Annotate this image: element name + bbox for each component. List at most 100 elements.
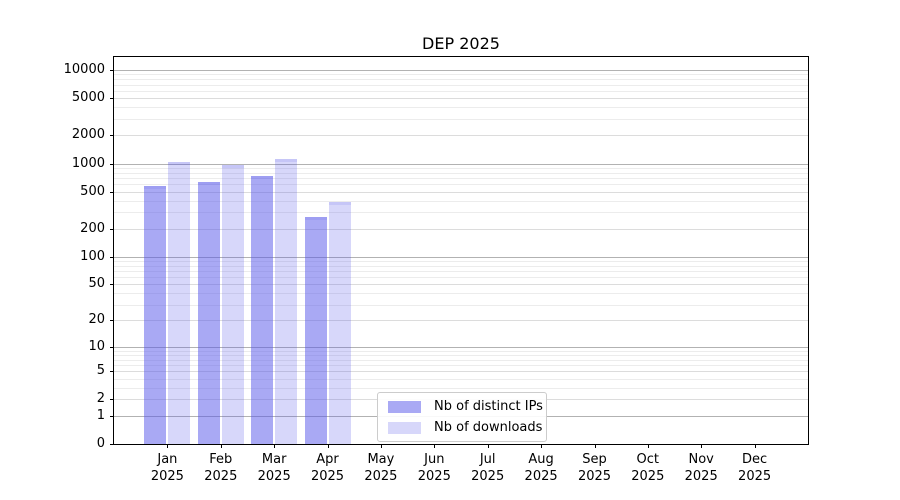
gridline-y-500 (114, 191, 808, 193)
gridline-minor-y-9000 (114, 74, 808, 76)
gridline-minor-y-8 (114, 354, 808, 356)
gridline-minor-y-70 (114, 270, 808, 272)
y-tick-label-5: 5 (96, 363, 105, 379)
x-tick-label-aug: Aug 2025 (501, 451, 581, 485)
y-tick-mark-200 (110, 228, 114, 230)
y-tick-label-5000: 5000 (71, 90, 105, 106)
gridline-minor-y-90 (114, 260, 808, 262)
legend-swatch-distinct-ips (388, 400, 421, 413)
legend-swatch-downloads (388, 421, 421, 434)
gridline-minor-y-600 (114, 184, 808, 186)
y-tick-mark-20 (110, 320, 114, 322)
x-tick-year: 2025 (631, 469, 665, 484)
legend-label-distinct-ips: Nb of distinct IPs (434, 399, 543, 414)
gridline-y-5000 (114, 98, 808, 100)
y-tick-label-1: 1 (96, 407, 105, 423)
gridline-minor-y-4000 (114, 107, 808, 109)
gridline-minor-y-60 (114, 277, 808, 279)
gridline-minor-y-80 (114, 265, 808, 267)
gridline-minor-y-7000 (114, 84, 808, 86)
x-tick-mark-jan (167, 444, 169, 448)
x-tick-year: 2025 (524, 469, 558, 484)
y-tick-mark-1000 (110, 163, 114, 165)
y-tick-label-0: 0 (96, 436, 105, 451)
legend-entry-distinct-ips: Nb of distinct IPs (388, 399, 543, 414)
bar-apr-downloads (328, 202, 351, 444)
gridline-y-10000 (114, 70, 808, 71)
x-tick-month: Jul (479, 452, 496, 467)
gridline-minor-y-400 (114, 200, 808, 202)
y-tick-mark-50 (110, 284, 114, 286)
gridline-minor-y-30 (114, 304, 808, 306)
y-tick-label-2: 2 (96, 391, 105, 407)
x-tick-year: 2025 (417, 469, 451, 484)
x-tick-mark-oct (647, 444, 649, 448)
bar-mar-distinct-ips (251, 175, 274, 444)
gridline-y-200 (114, 228, 808, 230)
x-tick-mark-feb (220, 444, 222, 448)
x-tick-mark-dec (754, 444, 756, 448)
x-tick-mark-apr (327, 444, 329, 448)
gridline-minor-y-3 (114, 387, 808, 389)
gridline-y-1000 (114, 163, 808, 165)
x-tick-label-may: May 2025 (341, 451, 421, 485)
legend: Nb of distinct IPs Nb of downloads (377, 392, 547, 442)
gridline-y-2000 (114, 135, 808, 137)
bar-mar-downloads (275, 158, 298, 444)
x-tick-month: Apr (316, 452, 339, 467)
y-tick-mark-100 (110, 256, 114, 258)
x-tick-year: 2025 (204, 469, 238, 484)
x-tick-mark-may (380, 444, 382, 448)
gridline-minor-y-9 (114, 350, 808, 352)
x-tick-mark-aug (541, 444, 543, 448)
y-tick-label-500: 500 (80, 183, 105, 199)
gridline-minor-y-800 (114, 172, 808, 174)
gridlines-layer (114, 57, 808, 444)
y-tick-mark-2 (110, 399, 114, 401)
y-tick-label-10: 10 (88, 338, 105, 354)
x-tick-month: Dec (742, 452, 768, 467)
gridline-minor-y-4 (114, 378, 808, 380)
bar-feb-distinct-ips (197, 181, 220, 444)
y-tick-label-200: 200 (80, 220, 105, 236)
bar-jan-distinct-ips (144, 185, 167, 444)
plot-area: Nb of distinct IPs Nb of downloads (113, 56, 809, 445)
y-tick-label-2000: 2000 (71, 127, 105, 143)
x-tick-label-nov: Nov 2025 (661, 451, 741, 485)
x-tick-label-jan: Jan 2025 (127, 451, 207, 485)
y-tick-label-20: 20 (88, 312, 105, 328)
y-tick-mark-5 (110, 371, 114, 373)
x-tick-month: Jan (157, 452, 178, 467)
x-tick-month: Nov (688, 452, 714, 467)
x-tick-month: Jun (424, 452, 445, 467)
y-tick-mark-500 (110, 191, 114, 193)
x-tick-year: 2025 (684, 469, 718, 484)
x-tick-year: 2025 (150, 469, 184, 484)
bar-feb-downloads (221, 165, 244, 444)
y-tick-mark-2000 (110, 135, 114, 137)
y-tick-label-10000: 10000 (63, 62, 105, 77)
x-tick-mark-jun (434, 444, 436, 448)
legend-label-downloads: Nb of downloads (434, 420, 543, 435)
gridline-minor-y-7 (114, 359, 808, 361)
x-tick-mark-mar (274, 444, 276, 448)
x-tick-mark-nov (701, 444, 703, 448)
x-tick-month: Sep (582, 452, 607, 467)
y-tick-mark-1 (110, 415, 114, 417)
x-tick-month: May (367, 452, 395, 467)
y-tick-label-1000: 1000 (71, 155, 105, 171)
y-tick-label-50: 50 (88, 276, 105, 292)
x-tick-mark-jul (487, 444, 489, 448)
y-tick-mark-0 (110, 444, 114, 445)
x-tick-year: 2025 (364, 469, 398, 484)
x-tick-label-oct: Oct 2025 (608, 451, 688, 485)
x-tick-mark-sep (594, 444, 596, 448)
x-tick-label-jul: Jul 2025 (448, 451, 528, 485)
gridline-y-100 (114, 256, 808, 258)
gridline-y-50 (114, 284, 808, 286)
y-tick-mark-10000 (110, 70, 114, 71)
gridline-y-20 (114, 320, 808, 322)
x-tick-month: Feb (209, 452, 233, 467)
x-tick-label-jun: Jun 2025 (394, 451, 474, 485)
